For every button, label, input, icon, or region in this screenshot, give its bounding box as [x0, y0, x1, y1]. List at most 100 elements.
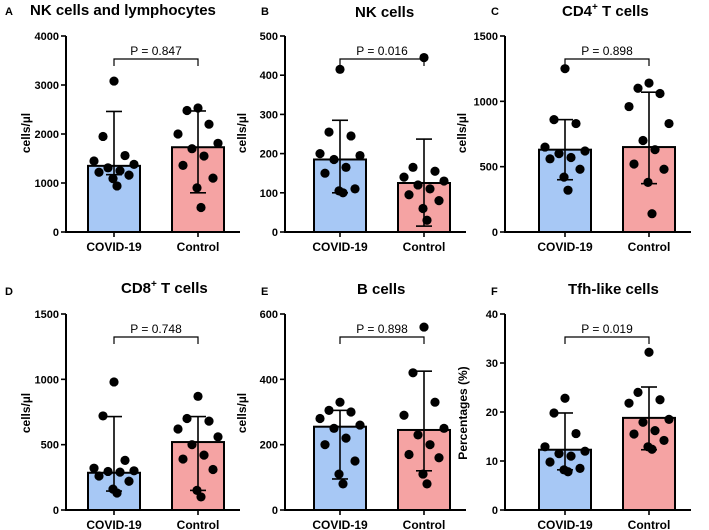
data-point: [571, 118, 581, 129]
data-point: [434, 196, 444, 206]
data-point: [320, 440, 330, 450]
data-point: [571, 428, 581, 439]
data-point: [98, 131, 108, 142]
x-category-label: COVID-19: [86, 518, 142, 530]
data-point: [329, 423, 339, 433]
data-point: [320, 168, 330, 178]
data-point: [324, 127, 334, 137]
panel-title-main: Tfh-like cells: [568, 281, 659, 298]
data-point: [109, 377, 119, 387]
data-point: [408, 368, 418, 378]
data-point: [173, 424, 183, 434]
y-tick-label: 2000: [35, 129, 59, 141]
data-point: [629, 429, 639, 439]
data-point: [129, 159, 139, 169]
y-tick-label: 0: [53, 227, 59, 239]
data-point: [89, 463, 99, 473]
data-point: [580, 146, 590, 156]
y-tick-label: 0: [272, 227, 278, 239]
data-point: [554, 449, 564, 459]
data-point: [187, 144, 197, 154]
data-point: [94, 167, 104, 177]
y-tick-label: 4000: [35, 31, 59, 43]
data-point: [549, 408, 559, 418]
y-tick-label: 3000: [35, 80, 59, 92]
data-point: [659, 164, 669, 174]
panel-title: B cells: [357, 281, 405, 298]
data-point: [549, 115, 559, 125]
data-point: [540, 142, 550, 152]
data-point: [178, 454, 188, 464]
y-tick-label: 200: [260, 440, 278, 452]
data-point: [647, 444, 657, 454]
data-point: [566, 152, 576, 163]
panel-d: D CD8+ T cells cells/µl 0 500 1000 1500 COVI…: [5, 279, 240, 530]
y-tick-label: 10: [486, 456, 498, 468]
y-tick-label: 300: [260, 109, 278, 121]
y-axis-label: cells/µl: [19, 393, 33, 433]
data-point: [545, 154, 555, 164]
data-point: [98, 411, 108, 421]
data-point: [563, 467, 573, 477]
data-point: [350, 184, 360, 194]
x-category-label: COVID-19: [312, 518, 368, 530]
data-point: [624, 101, 634, 112]
y-tick-label: 500: [480, 162, 498, 174]
data-point: [335, 397, 345, 407]
y-tick-label: 600: [260, 309, 278, 321]
data-point: [103, 163, 113, 173]
data-point: [108, 173, 118, 184]
data-point: [89, 156, 99, 166]
panel-title-superscript: +: [151, 279, 157, 290]
panel-letter: D: [5, 286, 13, 298]
significance-bracket: [564, 336, 650, 344]
y-tick-label: 1000: [474, 96, 498, 108]
data-point: [192, 183, 202, 193]
data-point: [633, 387, 643, 397]
y-tick-label: 1500: [474, 31, 498, 43]
panel-letter: E: [261, 286, 268, 298]
significance-bracket: [113, 58, 199, 66]
data-point: [643, 177, 653, 187]
panel-title: CD8+ T cells: [121, 279, 208, 297]
p-value-label: P = 0.019: [581, 322, 633, 336]
x-category-label: COVID-19: [312, 240, 368, 254]
panel-title-suffix: T cells: [598, 3, 649, 20]
data-point: [338, 479, 348, 489]
data-point: [430, 397, 440, 407]
panel-title: CD4+ T cells: [562, 2, 649, 20]
x-category-label: Control: [403, 518, 446, 530]
panel-e: E B cells cells/µl 0 200 400 600 COVID-19 Con…: [235, 281, 466, 530]
data-point: [413, 180, 423, 190]
panel-title-superscript: +: [592, 2, 598, 13]
panel-title-main: CD4: [562, 3, 593, 20]
y-tick-label: 30: [486, 358, 498, 370]
significance-bracket: [564, 58, 650, 66]
data-point: [644, 78, 654, 88]
data-point: [575, 463, 585, 473]
data-point: [404, 449, 414, 460]
panel-title: Tfh-like cells: [568, 281, 659, 298]
data-point: [404, 190, 414, 200]
data-point: [124, 476, 134, 486]
data-point: [425, 440, 435, 450]
y-axis-label: cells/µl: [455, 113, 469, 153]
data-point: [355, 420, 365, 430]
x-category-label: Control: [403, 240, 446, 254]
panel-title-main: NK cells and lymphocytes: [30, 2, 216, 19]
x-category-label: Control: [628, 518, 671, 530]
significance-bracket: [113, 336, 199, 344]
y-tick-label: 0: [492, 227, 498, 239]
data-point: [638, 135, 648, 146]
y-tick-label: 20: [486, 407, 498, 419]
panel-c: C CD4+ T cells cells/µl 0 500 1000 1500 COVI…: [455, 2, 691, 254]
data-point: [422, 215, 432, 225]
data-point: [208, 173, 218, 183]
data-point: [199, 151, 209, 161]
data-point: [434, 453, 444, 463]
data-point: [419, 322, 429, 332]
significance-bracket: [339, 58, 425, 66]
data-point: [324, 405, 334, 415]
data-point: [566, 451, 576, 461]
